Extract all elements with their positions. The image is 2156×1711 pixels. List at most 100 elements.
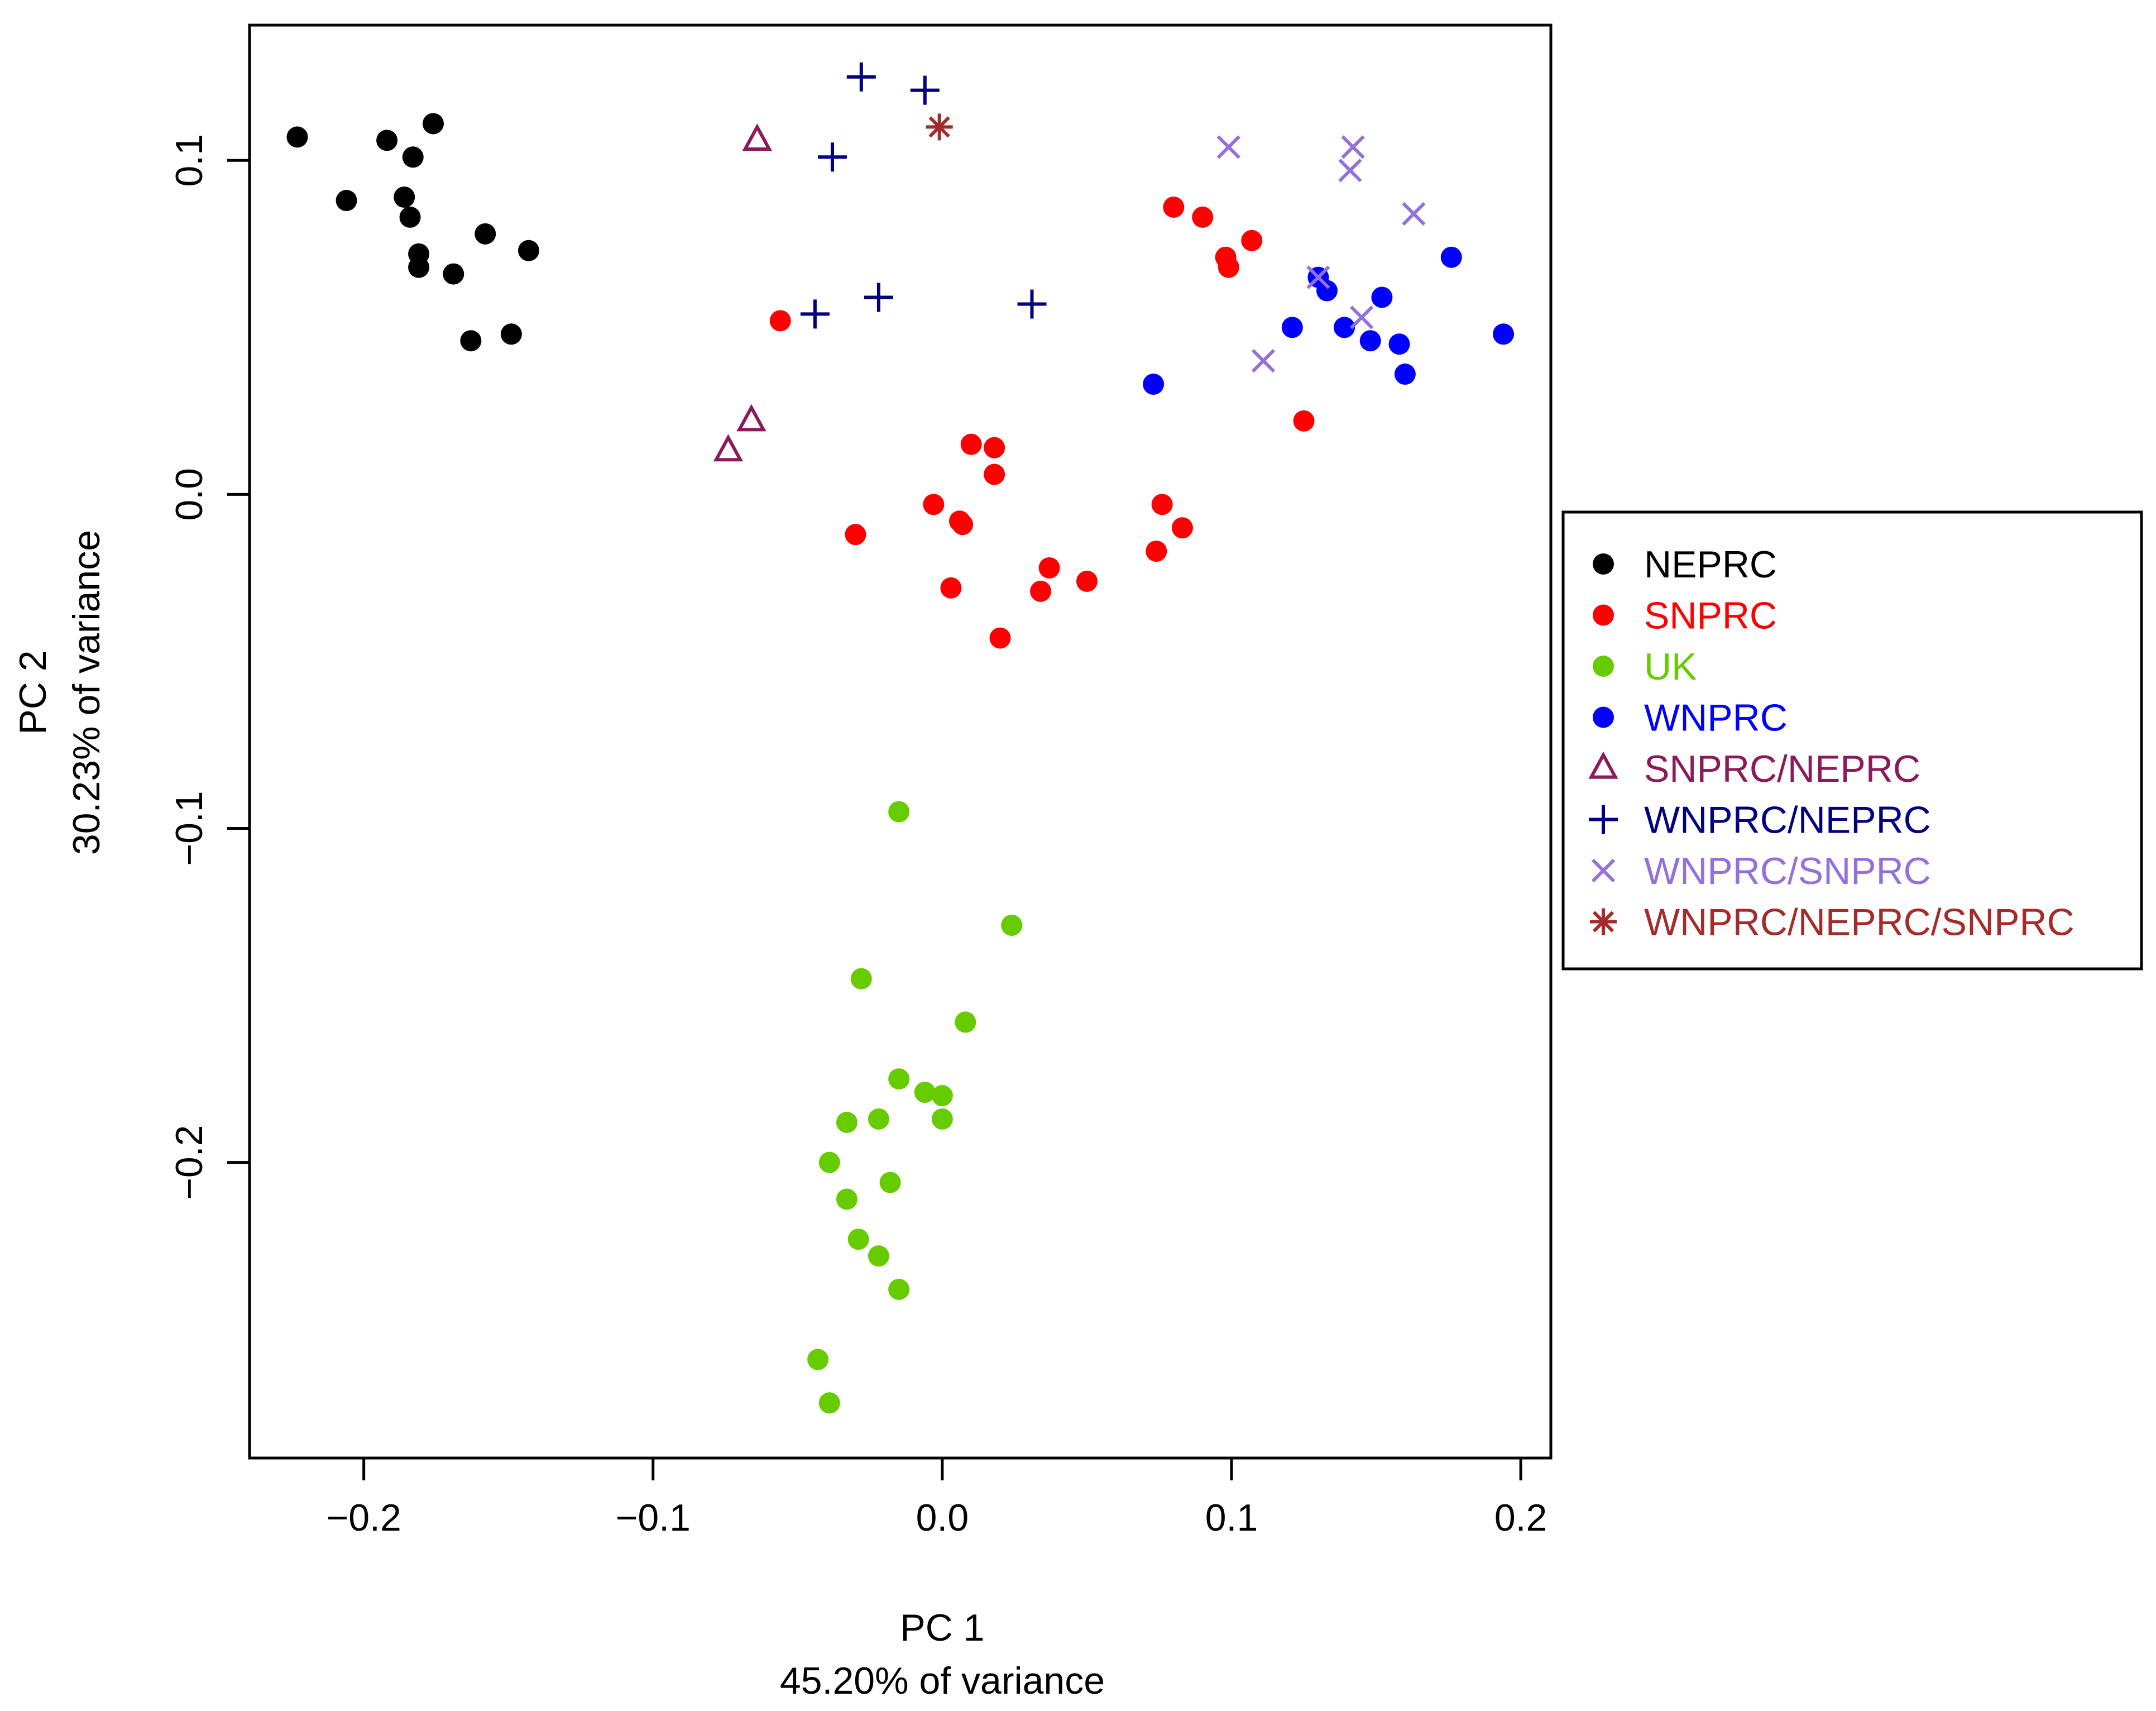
- point-neprc: [336, 190, 357, 212]
- point-neprc: [423, 113, 444, 135]
- series-uk: [807, 801, 1023, 1414]
- point-wnprc-snprc: [1216, 135, 1240, 159]
- point-wnprc-snprc: [1251, 349, 1276, 373]
- point-wnprc: [1394, 364, 1416, 385]
- legend-label-wnprc-neprc-snprc: WNPRC/NEPRC/SNPRC: [1644, 901, 2074, 944]
- point-uk: [955, 1011, 976, 1033]
- legend-label-wnprc-snprc: WNPRC/SNPRC: [1644, 850, 1931, 892]
- point-snprc: [940, 577, 962, 599]
- series-wnprc: [1143, 246, 1515, 395]
- x-tick-label: 0.0: [916, 1497, 969, 1539]
- series-wnprc-neprc-snprc: [926, 113, 953, 141]
- point-neprc: [443, 263, 464, 285]
- point-uk: [836, 1111, 857, 1133]
- point-snprc: [923, 494, 945, 515]
- x-axis-label: PC 1: [900, 1607, 984, 1649]
- point-uk: [836, 1188, 857, 1210]
- point-snprc: [1030, 580, 1052, 602]
- legend-item-wnprc-neprc: WNPRC/NEPRC: [1589, 799, 1931, 842]
- point-snprc-neprc: [736, 404, 766, 432]
- point-wnprc: [1143, 373, 1165, 395]
- legend-item-neprc: NEPRC: [1593, 543, 1777, 586]
- point-snprc: [984, 437, 1005, 458]
- point-wnprc-snprc: [1350, 305, 1374, 329]
- legend-marker-uk: [1593, 656, 1614, 677]
- point-wnprc-neprc: [1017, 289, 1047, 319]
- legend-label-wnprc: WNPRC: [1644, 697, 1788, 739]
- y-tick-label: 0.0: [168, 468, 210, 521]
- point-uk: [931, 1085, 953, 1107]
- legend-label-uk: UK: [1644, 646, 1697, 688]
- point-wnprc: [1371, 286, 1393, 308]
- point-wnprc: [1493, 323, 1515, 345]
- point-snprc: [769, 310, 791, 332]
- point-uk: [868, 1108, 889, 1130]
- legend-marker-snprc-neprc: [1588, 751, 1618, 779]
- x-tick-label: 0.1: [1205, 1497, 1258, 1539]
- point-snprc: [1293, 410, 1315, 432]
- series-snprc: [769, 196, 1315, 649]
- point-snprc: [984, 463, 1005, 485]
- point-neprc: [394, 187, 415, 208]
- point-uk: [807, 1349, 829, 1370]
- point-snprc: [1218, 256, 1239, 278]
- legend-marker-neprc: [1593, 553, 1614, 575]
- legend-item-wnprc-snprc: WNPRC/SNPRC: [1591, 850, 1931, 892]
- point-snprc-neprc: [742, 123, 772, 151]
- y-axis-label: PC 2: [12, 650, 54, 734]
- point-uk: [931, 1108, 953, 1130]
- point-wnprc: [1281, 317, 1303, 338]
- point-snprc: [989, 627, 1011, 649]
- point-wnprc: [1388, 333, 1410, 355]
- point-neprc: [518, 240, 539, 261]
- legend-marker-snprc: [1593, 604, 1614, 626]
- point-snprc: [1076, 570, 1098, 592]
- point-neprc: [475, 223, 496, 245]
- point-snprc: [1038, 557, 1060, 579]
- y-tick-label: −0.1: [168, 791, 210, 866]
- legend-label-wnprc-neprc: WNPRC/NEPRC: [1644, 799, 1931, 842]
- series-neprc: [286, 113, 539, 352]
- point-uk: [1001, 914, 1023, 936]
- legend-marker-wnprc-snprc: [1591, 858, 1616, 883]
- point-neprc: [399, 206, 421, 228]
- point-wnprc-neprc-snprc: [926, 113, 953, 141]
- legend: NEPRC SNPRC UK WNPRC SNPRC/NEPRC WNPRC/NEPRC W…: [1561, 510, 2143, 971]
- legend-label-snprc: SNPRC: [1644, 595, 1777, 637]
- point-snprc: [1146, 541, 1167, 562]
- legend-label-neprc: NEPRC: [1644, 543, 1777, 586]
- point-snprc: [1241, 230, 1263, 251]
- plot-frame: [248, 23, 1553, 1460]
- point-uk: [818, 1392, 840, 1414]
- point-wnprc-snprc: [1402, 202, 1426, 226]
- point-uk: [888, 1068, 910, 1090]
- y-tick-label: 0.1: [168, 134, 210, 187]
- legend-item-snprc: SNPRC: [1593, 595, 1777, 637]
- point-wnprc-snprc: [1341, 135, 1365, 159]
- x-axis-ticks: −0.2 −0.1 0.0 0.1 0.2: [327, 1458, 1547, 1539]
- point-snprc-neprc: [713, 434, 744, 462]
- x-tick-label: −0.1: [616, 1497, 691, 1539]
- point-wnprc-neprc: [800, 299, 830, 329]
- y-axis-ticks: −0.2 −0.1 0.0 0.1: [168, 134, 250, 1200]
- point-neprc: [402, 146, 424, 168]
- legend-label-snprc-neprc: SNPRC/NEPRC: [1644, 748, 1920, 790]
- point-wnprc-neprc: [818, 142, 847, 172]
- series-wnprc-snprc: [1216, 135, 1426, 373]
- point-wnprc-neprc: [864, 283, 893, 312]
- legend-items: NEPRC SNPRC UK WNPRC SNPRC/NEPRC WNPRC/NEPRC W…: [1588, 543, 2074, 944]
- legend-box: [1561, 510, 2143, 971]
- series-snprc-neprc: [713, 123, 772, 462]
- point-neprc: [408, 256, 430, 278]
- series-wnprc-neprc: [800, 62, 1047, 329]
- point-uk: [879, 1172, 901, 1193]
- point-wnprc-neprc: [846, 62, 876, 92]
- point-neprc: [500, 323, 522, 345]
- y-tick-label: −0.2: [168, 1125, 210, 1200]
- legend-item-wnprc-neprc-snprc: WNPRC/NEPRC/SNPRC: [1590, 901, 2074, 944]
- point-wnprc-neprc: [910, 75, 940, 105]
- point-wnprc-snprc: [1338, 159, 1362, 183]
- x-axis-sublabel: 45.20% of variance: [780, 1660, 1105, 1702]
- point-snprc: [1151, 494, 1173, 515]
